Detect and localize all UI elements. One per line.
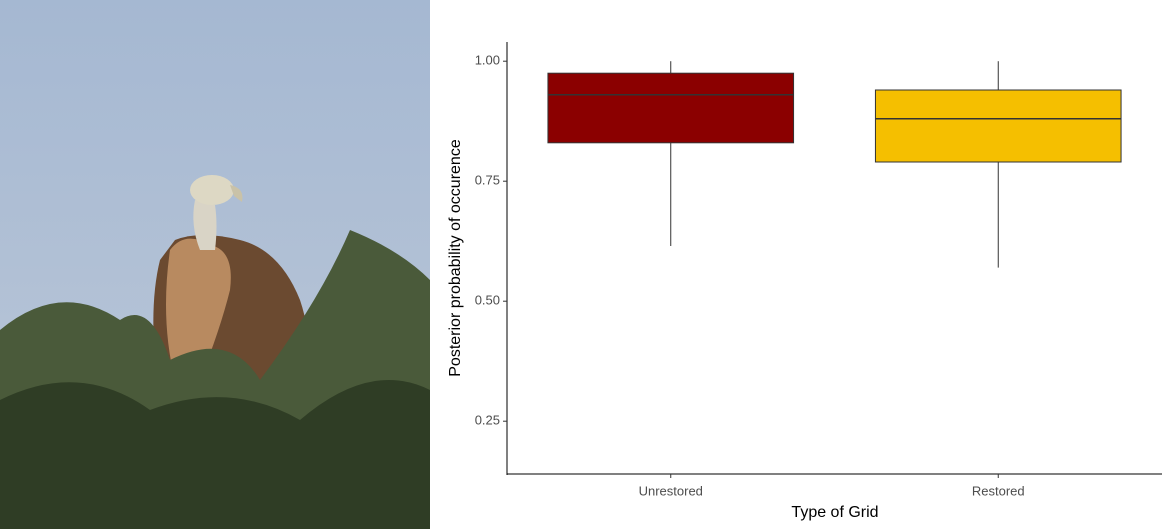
x-tick-label: Unrestored [639, 483, 703, 498]
y-tick-label: 0.25 [475, 413, 500, 428]
box [875, 90, 1121, 162]
chart: Type of Grid Posterior probability of oc… [0, 0, 1162, 529]
x-tick-label: Restored [972, 483, 1025, 498]
y-tick-label: 1.00 [475, 53, 500, 68]
x-axis-title: Type of Grid [791, 504, 878, 521]
y-axis-title: Posterior probability of occurence [447, 139, 464, 377]
page: Type of Grid Posterior probability of oc… [0, 0, 1162, 529]
y-tick-label: 0.50 [475, 293, 500, 308]
y-tick-label: 0.75 [475, 173, 500, 188]
box [548, 73, 794, 143]
